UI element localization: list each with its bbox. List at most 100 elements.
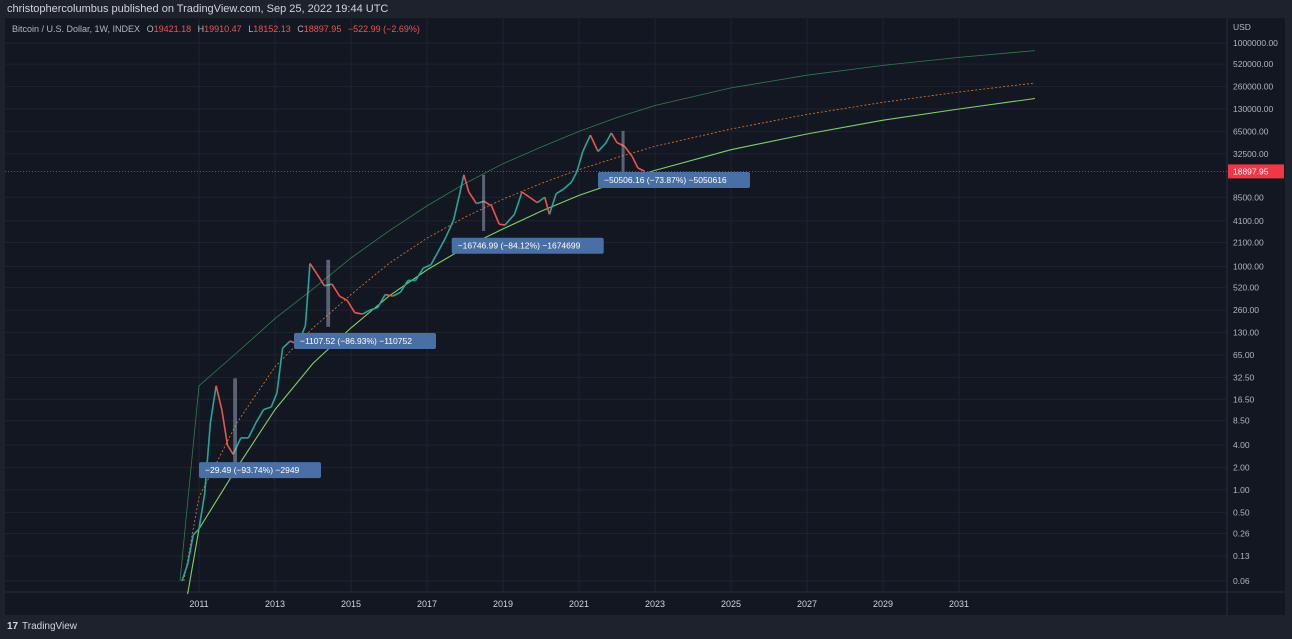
y-tick-label: 260000.00	[1233, 82, 1273, 92]
x-tick-label: 2025	[721, 599, 741, 609]
last-price-label: 18897.95	[1233, 166, 1269, 176]
price-segment	[589, 134, 599, 152]
price-segment	[203, 422, 212, 494]
price-segment	[437, 236, 447, 252]
price-segment	[346, 300, 356, 314]
y-tick-label: 1000.00	[1233, 261, 1264, 271]
price-segment	[544, 197, 551, 215]
price-segment	[247, 422, 257, 439]
price-segment	[548, 193, 557, 215]
drawdown-label-box	[451, 237, 604, 254]
drawdown-markers: −29.49 (−93.74%) −2949 −1107.52 (−86.93%)…	[199, 130, 750, 479]
y-tick-label: 16.50	[1233, 394, 1255, 404]
price-segment	[324, 283, 333, 287]
price-segment	[576, 151, 584, 172]
y-tick-label: 0.06	[1233, 576, 1250, 586]
price-chart[interactable]: −29.49 (−93.74%) −2949 −1107.52 (−86.93%)…	[5, 18, 1285, 615]
x-tick-label: 2023	[645, 599, 665, 609]
price-segment	[221, 409, 229, 446]
price-segment	[458, 174, 465, 196]
price-segment	[309, 262, 318, 275]
y-tick-label: 520000.00	[1233, 59, 1273, 69]
price-axis: USD 1000000.00 520000.00 260000.00 130000.00…	[1233, 22, 1278, 586]
grid	[5, 18, 1285, 615]
top-bar: christophercolumbus published on Trading…	[0, 0, 1292, 18]
price-segment	[521, 191, 531, 198]
price-series	[181, 132, 646, 582]
price-segment	[215, 385, 223, 410]
y-tick-label: 130000.00	[1233, 104, 1273, 114]
price-segment	[192, 528, 200, 536]
time-axis: 2011 2013 2015 2017 2019 2021 2023 2025 2027 2029…	[189, 599, 969, 609]
drawdown-bar	[233, 378, 237, 468]
close-label: C	[297, 24, 304, 34]
y-tick-label: 4.00	[1233, 440, 1250, 450]
close-value: 18897.95	[303, 24, 342, 34]
x-tick-label: 2017	[417, 599, 437, 609]
x-tick-label: 2031	[949, 599, 969, 609]
price-segment	[198, 493, 206, 530]
x-tick-label: 2011	[189, 599, 208, 609]
x-tick-label: 2013	[265, 599, 285, 609]
drawdown-label: −1107.52 (−86.93%) −110752	[300, 336, 412, 346]
price-segment	[339, 295, 348, 302]
price-segment	[452, 195, 461, 221]
price-segment	[316, 273, 326, 287]
high-label: H	[197, 24, 205, 34]
y-tick-label: 0.50	[1233, 507, 1250, 517]
curve-upper	[179, 50, 1036, 582]
tradingview-logo-icon: 17	[7, 621, 19, 632]
x-tick-label: 2019	[493, 599, 513, 609]
price-segment	[385, 293, 393, 297]
y-tick-label: 32500.00	[1233, 149, 1269, 159]
price-segment	[276, 348, 284, 394]
publisher-line: christophercolumbus published on Trading…	[7, 3, 389, 15]
price-segment	[513, 191, 523, 215]
drawdown-label-box	[199, 462, 321, 479]
price-segment	[354, 311, 363, 315]
y-tick-label: 520.00	[1233, 283, 1259, 293]
price-segment	[463, 174, 470, 193]
symbol-name: Bitcoin / U.S. Dollar, 1W, INDEX	[12, 24, 141, 34]
price-segment	[186, 534, 195, 565]
price-segment	[631, 156, 639, 169]
y-tick-label: 32.50	[1233, 372, 1255, 382]
price-segment	[255, 409, 265, 424]
price-segment	[570, 170, 578, 183]
last-price-badge	[1228, 164, 1284, 179]
price-segment	[499, 223, 506, 226]
price-segment	[362, 309, 371, 315]
drawdown-bar	[482, 174, 486, 231]
footer: 17 TradingView	[0, 615, 1292, 639]
low-value: 18152.13	[253, 24, 291, 34]
price-segment	[468, 191, 478, 204]
price-segment	[490, 205, 500, 225]
drawdown-label: −29.49 (−93.74%) −2949	[205, 465, 300, 475]
chart-frame[interactable]: −29.49 (−93.74%) −2949 −1107.52 (−86.93%)…	[5, 18, 1285, 615]
price-segment	[209, 385, 217, 423]
price-segment	[445, 219, 455, 238]
y-tick-label: 2.00	[1233, 463, 1250, 473]
price-segment	[399, 279, 409, 293]
y-tick-label: 2100.00	[1233, 237, 1264, 247]
price-segment	[282, 340, 291, 349]
price-segment	[536, 196, 546, 204]
drawdown-label-box	[598, 171, 750, 188]
y-tick-label: 65000.00	[1233, 126, 1269, 136]
price-segment	[597, 142, 607, 153]
y-tick-label: 1.00	[1233, 485, 1250, 495]
price-segment	[430, 250, 440, 266]
high-value: 19910.47	[204, 24, 242, 34]
currency-label: USD	[1233, 22, 1251, 32]
drawdown-bar	[326, 259, 331, 327]
drawdown-bar	[621, 130, 625, 174]
curve-lower	[187, 97, 1036, 595]
price-segment	[304, 263, 311, 326]
price-segment	[604, 132, 613, 144]
price-segment	[181, 564, 189, 582]
drawdown-label: −16746.99 (−84.12%) −1674699	[458, 241, 581, 251]
drawdown-label-box	[294, 332, 436, 349]
y-tick-label: 0.26	[1233, 529, 1250, 539]
price-segment	[610, 132, 618, 144]
price-segment	[414, 267, 424, 281]
